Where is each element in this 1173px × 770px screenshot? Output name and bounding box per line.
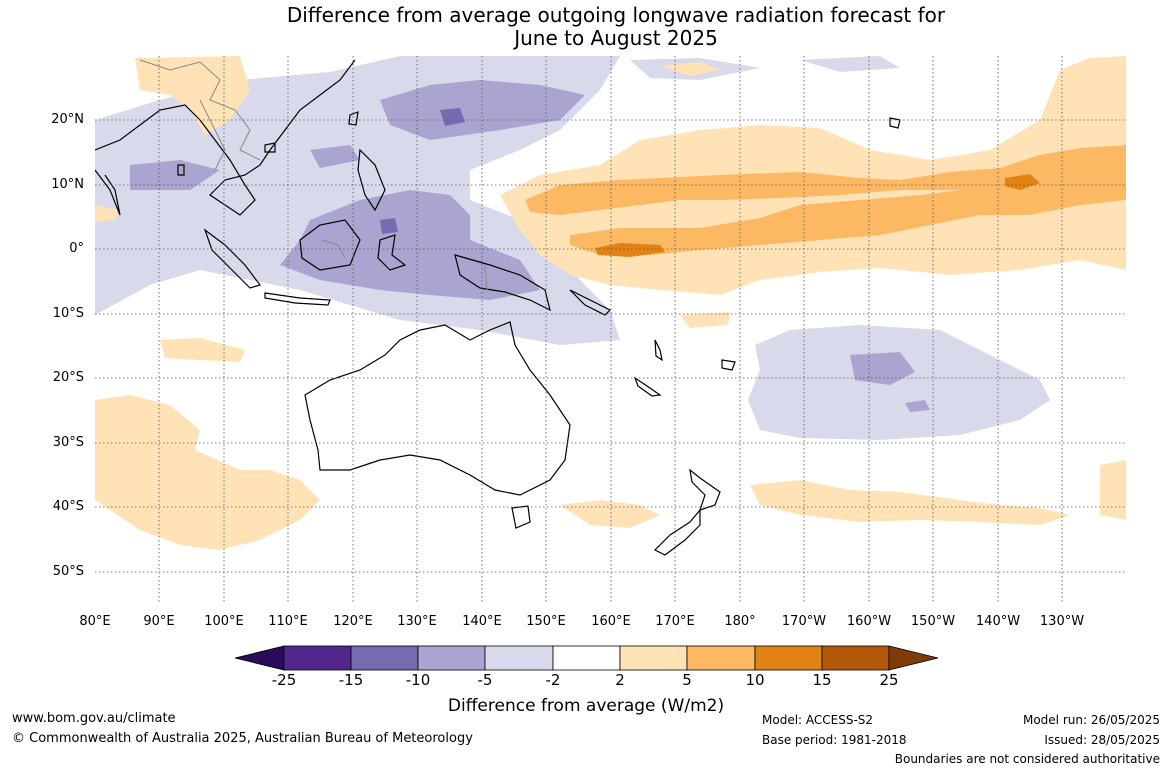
lat-label: 20°S xyxy=(52,370,84,385)
lon-label: 110°E xyxy=(268,614,308,629)
colorbar-tick: -5 xyxy=(477,671,493,689)
colorbar-bin xyxy=(283,645,352,671)
lat-label: 50°S xyxy=(52,564,84,579)
lon-label: 120°E xyxy=(333,614,373,629)
new-zealand-south xyxy=(653,508,701,556)
colorbar-bin xyxy=(686,645,756,671)
lat-label: 0° xyxy=(69,241,84,256)
lon-label: 140°W xyxy=(975,614,1021,629)
website-link[interactable]: www.bom.gov.au/climate xyxy=(12,711,176,726)
new-guinea-coast xyxy=(454,254,551,312)
hainan-coast xyxy=(264,142,276,153)
colorbar-tick: -10 xyxy=(405,671,431,689)
negative-anomaly-moderate xyxy=(130,80,930,412)
model-name: Model: ACCESS-S2 xyxy=(762,713,874,727)
lon-label: 130°W xyxy=(1039,614,1085,629)
colorbar-tick: 10 xyxy=(745,671,765,689)
lon-label: 130°E xyxy=(397,614,437,629)
lon-label: 150°W xyxy=(910,614,956,629)
lat-label: 20°N xyxy=(51,112,84,127)
colorbar-bin xyxy=(484,645,554,671)
model-run-date: Model run: 26/05/2025 xyxy=(1022,713,1160,727)
lon-label: 170°E xyxy=(655,614,695,629)
new-zealand-north xyxy=(689,468,721,511)
colorbar-bin xyxy=(821,645,890,671)
tasmania-coast xyxy=(511,505,531,529)
colorbar-extend-high xyxy=(888,645,939,671)
colorbar-tick: 25 xyxy=(879,671,899,689)
title-line-1: Difference from average outgoing longwav… xyxy=(286,3,946,27)
neg-north-east xyxy=(800,56,900,72)
issued-date: Issued: 28/05/2025 xyxy=(1044,733,1160,747)
colorbar-tick: 5 xyxy=(682,671,692,689)
colorbar-bin xyxy=(417,645,486,671)
colorbar-tick: -2 xyxy=(545,671,561,689)
lon-label: 170°W xyxy=(781,614,827,629)
pos-indochina xyxy=(135,56,250,135)
lon-label: 80°E xyxy=(79,614,111,629)
gridlines xyxy=(95,56,1126,604)
colorbar-bin xyxy=(350,645,419,671)
sumatra-coast xyxy=(203,228,261,289)
vanuatu-coast xyxy=(654,339,663,362)
pos-tasman-east xyxy=(560,500,660,528)
colorbar-bin xyxy=(754,645,823,671)
lon-label: 160°W xyxy=(846,614,892,629)
anomaly-map xyxy=(95,56,1126,604)
pos-south-pacific-band xyxy=(750,480,1070,525)
lat-label: 30°S xyxy=(52,435,84,450)
lat-label: 10°N xyxy=(51,177,84,192)
coastlines xyxy=(95,59,901,556)
hawaii-coast xyxy=(889,117,901,129)
australia-coast xyxy=(304,321,571,496)
lon-label: 90°E xyxy=(143,614,175,629)
lon-label: 100°E xyxy=(204,614,244,629)
new-caledonia-coast xyxy=(633,376,662,397)
sri-lanka-coast xyxy=(177,164,185,176)
pos-arabian xyxy=(95,205,120,222)
neg-south-pacific xyxy=(748,325,1050,440)
title-line-2: June to August 2025 xyxy=(514,26,718,50)
pos-coral xyxy=(680,312,730,328)
lon-label: 180° xyxy=(724,614,756,629)
base-period: Base period: 1981-2018 xyxy=(762,733,907,747)
colorbar-tick: 2 xyxy=(615,671,625,689)
lat-label: 10°S xyxy=(52,306,84,321)
pos-far-east xyxy=(1100,460,1126,520)
colorbar-extend-low xyxy=(234,645,285,671)
boundaries-note: Boundaries are not considered authoritat… xyxy=(894,752,1160,766)
sulawesi-coast xyxy=(377,234,407,271)
lon-label: 160°E xyxy=(591,614,631,629)
colorbar-units-label: Difference from average (W/m2) xyxy=(447,696,725,716)
country-borders xyxy=(139,59,488,291)
copyright-text: © Commonwealth of Australia 2025, Austra… xyxy=(12,731,473,746)
lon-label: 150°E xyxy=(526,614,566,629)
colorbar-tick: 15 xyxy=(812,671,832,689)
colorbar-tick: -15 xyxy=(338,671,364,689)
positive-anomaly-moderate xyxy=(525,145,1126,255)
borneo-coast xyxy=(299,219,361,271)
solomon-coast xyxy=(569,289,612,316)
colorbar-tick: -25 xyxy=(271,671,297,689)
colorbar-bin xyxy=(552,645,621,671)
lat-label: 40°S xyxy=(52,499,84,514)
pos-indian-small xyxy=(160,338,245,362)
negative-anomaly-strong xyxy=(380,108,465,234)
map-title: Difference from average outgoing longwav… xyxy=(0,4,1173,50)
philippines-coast xyxy=(357,148,386,212)
pos-south-indian xyxy=(95,395,320,550)
lon-label: 140°E xyxy=(462,614,502,629)
java-coast xyxy=(264,292,331,306)
colorbar-bin xyxy=(619,645,688,671)
positive-anomaly-strong xyxy=(595,174,1040,257)
fiji-coast xyxy=(721,359,736,371)
taiwan-coast xyxy=(348,111,359,126)
